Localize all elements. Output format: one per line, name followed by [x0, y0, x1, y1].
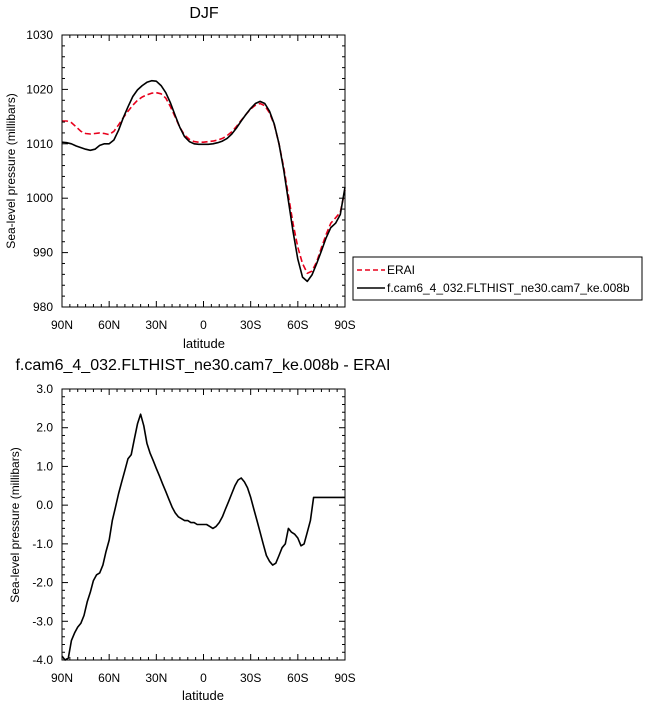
- bottom-chart-x-tick-label: 90S: [334, 671, 355, 685]
- bottom-chart-y-tick-label: 1.0: [36, 459, 53, 473]
- legend-label-model: f.cam6_4_032.FLTHIST_ne30.cam7_ke.008b: [387, 281, 630, 295]
- bottom-chart-x-tick-label: 0: [200, 671, 207, 685]
- top-chart-y-tick-label: 1000: [26, 191, 53, 205]
- top-chart-x-tick-label: 60N: [98, 318, 120, 332]
- top-chart-y-axis-label: Sea-level pressure (millibars): [4, 93, 18, 248]
- top-chart-y-tick-label: 990: [33, 246, 53, 260]
- bottom-chart-y-tick-label: -4.0: [32, 653, 53, 667]
- bottom-chart-y-tick-label: -1.0: [32, 537, 53, 551]
- bottom-chart-x-axis-label: latitude: [182, 688, 224, 703]
- bottom-chart-x-tick-label: 60N: [98, 671, 120, 685]
- top-chart-y-tick-label: 1020: [26, 82, 53, 96]
- top-chart-x-tick-label: 90S: [334, 318, 355, 332]
- bottom-chart-y-tick-label: 3.0: [36, 382, 53, 396]
- bottom-chart-y-axis-label: Sea-level pressure (millibars): [8, 447, 22, 602]
- top-chart-x-tick-label: 30N: [145, 318, 167, 332]
- bottom-chart: f.cam6_4_032.FLTHIST_ne30.cam7_ke.008b -…: [8, 357, 391, 703]
- bottom-chart-title: f.cam6_4_032.FLTHIST_ne30.cam7_ke.008b -…: [15, 357, 390, 374]
- top-chart-x-tick-label: 60S: [287, 318, 308, 332]
- bottom-chart-y-tick-label: -2.0: [32, 576, 53, 590]
- top-chart-series-line-erai: [62, 91, 346, 275]
- bottom-chart-x-tick-label: 30S: [240, 671, 261, 685]
- legend-box: [352, 256, 643, 301]
- top-chart-y-tick-label: 1030: [26, 28, 53, 42]
- top-chart-y-tick-label: 980: [33, 300, 53, 314]
- top-chart-title: DJF: [189, 5, 219, 22]
- bottom-chart-y-tick-label: -3.0: [32, 614, 53, 628]
- bottom-chart-x-tick-label: 90N: [51, 671, 73, 685]
- top-chart-x-tick-label: 90N: [51, 318, 73, 332]
- top-chart-series-line-model: [61, 79, 346, 283]
- top-chart-x-axis-label: latitude: [183, 336, 225, 351]
- top-chart-plot-frame: [61, 34, 346, 308]
- top-chart-x-tick-label: 30S: [240, 318, 261, 332]
- bottom-chart-x-tick-label: 30N: [145, 671, 167, 685]
- top-chart: DJF 90N 60N 30N 0 30S 60S 90S 980 990 1000 1010 102…: [4, 5, 356, 351]
- legend-label-erai: ERAI: [387, 263, 415, 277]
- bottom-chart-x-tick-label: 60S: [287, 671, 308, 685]
- bottom-chart-y-tick-label: 0.0: [36, 498, 53, 512]
- top-chart-x-tick-label: 0: [200, 318, 207, 332]
- legend: ERAI f.cam6_4_032.FLTHIST_ne30.cam7_ke.0…: [352, 256, 643, 301]
- top-chart-y-tick-label: 1010: [26, 137, 53, 151]
- bottom-chart-y-tick-label: 2.0: [36, 421, 53, 435]
- bottom-chart-series-line-difference: [61, 413, 345, 661]
